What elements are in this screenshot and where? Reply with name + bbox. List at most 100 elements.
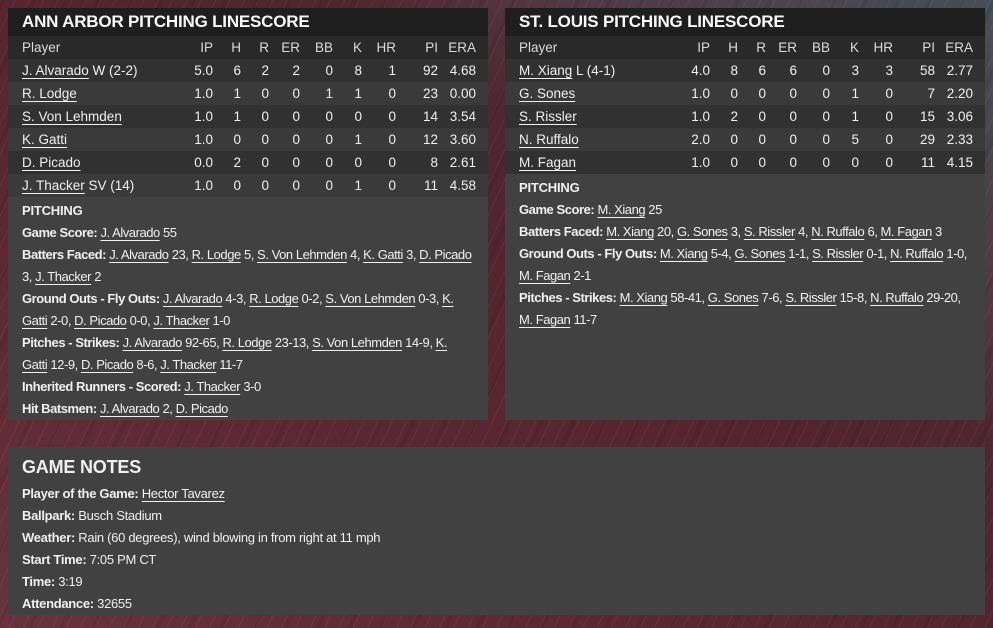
player-link[interactable]: N. Ruffalo xyxy=(890,246,944,261)
player-link[interactable]: K. Gatti xyxy=(22,291,454,328)
player-link[interactable]: J. Thacker xyxy=(22,178,85,193)
player-link[interactable]: S. Rissler xyxy=(785,290,837,305)
pitching-summary-lines: Game Score: J. Alvarado 55 Batters Faced:… xyxy=(22,222,474,420)
table-header-row: Player IP H R ER BB K HR PI ERA xyxy=(505,36,985,59)
player-link[interactable]: S. Rissler xyxy=(812,246,864,261)
column-header: ERA xyxy=(448,40,476,55)
stat-cell: 0 xyxy=(354,155,362,170)
panel-title: ANN ARBOR PITCHING LINESCORE xyxy=(8,8,488,36)
player-link[interactable]: N. Ruffalo xyxy=(811,224,865,239)
stat-line: Time: 3:19 xyxy=(22,574,83,589)
player-link[interactable]: J. Alvarado xyxy=(100,225,160,240)
player-link[interactable]: S. Von Lehmden xyxy=(257,247,347,262)
player-link[interactable]: S. Von Lehmden xyxy=(22,109,122,124)
player-link[interactable]: M. Fagan xyxy=(880,224,933,239)
stat-cell: 0 xyxy=(388,155,396,170)
stat-cell: 6 xyxy=(758,63,766,78)
stat-line: Batters Faced: J. Alvarado 23, R. Lodge … xyxy=(22,247,472,284)
stat-cell: 0 xyxy=(885,155,893,170)
stat-cell: 1 xyxy=(233,109,241,124)
player-link[interactable]: S. Rissler xyxy=(519,109,577,124)
player-link[interactable]: M. Fagan xyxy=(519,268,571,283)
stat-cell: 0 xyxy=(292,86,300,101)
stat-cell: 2 xyxy=(233,155,241,170)
stat-line: Inherited Runners - Scored: J. Thacker 3… xyxy=(22,379,261,394)
player-link[interactable]: G. Sones xyxy=(676,224,728,239)
player-link[interactable]: N. Ruffalo xyxy=(519,132,579,147)
player-link[interactable]: M. Xiang xyxy=(597,202,646,217)
player-link[interactable]: D. Picado xyxy=(80,357,134,372)
player-link[interactable]: N. Ruffalo xyxy=(870,290,924,305)
stat-cell: 0 xyxy=(789,86,797,101)
player-link[interactable]: S. Von Lehmden xyxy=(325,291,416,306)
player-link[interactable]: M. Fagan xyxy=(519,312,571,327)
player-link[interactable]: R. Lodge xyxy=(222,335,272,350)
player-link[interactable]: R. Lodge xyxy=(191,247,242,262)
player-link[interactable]: M. Xiang xyxy=(519,63,573,78)
player-link[interactable]: Hector Tavarez xyxy=(141,486,225,501)
game-notes-panel: GAME NOTES Player of the Game: Hector Ta… xyxy=(8,447,985,615)
player-link[interactable]: M. Fagan xyxy=(519,155,577,170)
player-link[interactable]: K. Gatti xyxy=(22,132,68,147)
player-link[interactable]: K. Gatti xyxy=(22,335,448,372)
stat-cell: 0.0 xyxy=(194,155,213,170)
stat-cell: 0 xyxy=(292,155,300,170)
player-link[interactable]: D. Picado xyxy=(74,313,127,328)
stat-label: Start Time: xyxy=(22,552,87,567)
player-link[interactable]: G. Sones xyxy=(707,290,759,305)
player-link[interactable]: S. Rissler xyxy=(743,224,796,239)
player-link[interactable]: S. Von Lehmden xyxy=(312,335,402,350)
stat-line: Batters Faced: M. Xiang 20, G. Sones 3, … xyxy=(519,224,942,239)
player-link[interactable]: G. Sones xyxy=(519,86,576,101)
player-link[interactable]: K. Gatti xyxy=(363,247,403,262)
stat-cell: 12 xyxy=(422,132,438,147)
player-link[interactable]: M. Xiang xyxy=(659,246,708,261)
stat-cell: 0 xyxy=(325,132,333,147)
player-link[interactable]: J. Alvarado xyxy=(109,247,169,262)
column-header: BB xyxy=(314,40,333,55)
stat-cell: 2.20 xyxy=(946,86,973,101)
stat-label: Pitches - Strikes: xyxy=(519,290,617,305)
stat-line: Ballpark: Busch Stadium xyxy=(22,508,162,523)
player-link[interactable]: J. Thacker xyxy=(35,269,92,284)
player-link[interactable]: J. Alvarado xyxy=(122,335,183,350)
player-link[interactable]: D. Picado xyxy=(419,247,472,262)
column-header: PI xyxy=(425,40,438,55)
player-link[interactable]: M. Xiang xyxy=(606,224,654,239)
player-link[interactable]: J. Thacker xyxy=(160,357,217,372)
column-header: ER xyxy=(281,40,300,55)
stat-cell: 0.00 xyxy=(449,86,476,101)
player-link[interactable]: G. Sones xyxy=(734,246,786,261)
table-row: G. Sones 1.0 0 0 0 0 1 0 7 2.20 xyxy=(505,82,985,105)
stat-cell: 4.15 xyxy=(946,155,973,170)
player-link[interactable]: J. Alvarado xyxy=(99,401,160,416)
player-link[interactable]: R. Lodge xyxy=(22,86,77,101)
player-cell: S. Rissler xyxy=(505,105,670,128)
table-header-row: Player IP H R ER BB K HR PI ERA xyxy=(8,36,488,59)
player-link[interactable]: R. Lodge xyxy=(249,291,299,306)
player-link[interactable]: J. Thacker xyxy=(184,379,241,394)
stat-line: Start Time: 7:05 PM CT xyxy=(22,552,157,567)
pitching-linescore-table: Player IP H R ER BB K HR PI ERA J. Alvarado W (2-2… xyxy=(8,36,488,197)
player-link[interactable]: D. Picado xyxy=(22,155,81,170)
player-link[interactable]: J. Alvarado xyxy=(162,291,223,306)
column-header: BB xyxy=(811,40,830,55)
stat-cell: 0 xyxy=(822,109,830,124)
player-link[interactable]: J. Alvarado xyxy=(22,63,89,78)
stat-cell: 0 xyxy=(354,109,362,124)
panel-title: ST. LOUIS PITCHING LINESCORE xyxy=(505,8,985,36)
stat-cell: 1.0 xyxy=(194,178,213,193)
stat-cell: 0 xyxy=(758,86,766,101)
stat-cell: 1 xyxy=(388,63,396,78)
column-header: R xyxy=(756,40,766,55)
stat-cell: 0 xyxy=(233,178,241,193)
column-header: HR xyxy=(873,40,894,55)
stat-cell: 0 xyxy=(261,155,269,170)
player-cell: D. Picado xyxy=(8,151,173,174)
stat-line: Ground Outs - Fly Outs: J. Alvarado 4-3,… xyxy=(22,291,454,328)
stat-label: Hit Batsmen: xyxy=(22,401,97,416)
player-link[interactable]: J. Thacker xyxy=(153,313,210,328)
player-link[interactable]: D. Picado xyxy=(175,401,229,416)
player-link[interactable]: M. Xiang xyxy=(619,290,668,305)
table-row: R. Lodge 1.0 1 0 0 1 1 0 23 0.00 xyxy=(8,82,488,105)
